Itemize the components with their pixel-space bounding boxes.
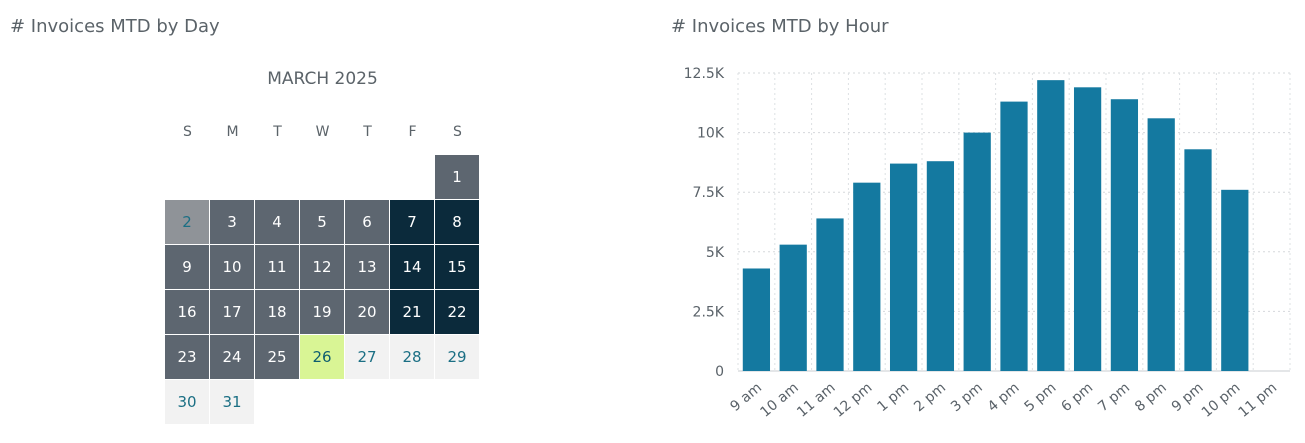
- x-tick-label: 6 pm: [1058, 380, 1096, 415]
- bar-12-pm[interactable]: [853, 182, 881, 371]
- bar-4-pm[interactable]: [1000, 101, 1028, 371]
- calendar-day-21[interactable]: 21: [390, 290, 434, 334]
- y-tick-label: 2.5K: [693, 304, 725, 320]
- y-tick-label: 0: [715, 364, 724, 380]
- calendar-day-18[interactable]: 18: [255, 290, 299, 334]
- x-tick-label: 12 pm: [831, 380, 876, 421]
- calendar-day-28[interactable]: 28: [390, 335, 434, 379]
- calendar-month-label: MARCH 2025: [267, 69, 378, 89]
- calendar-day-9[interactable]: 9: [165, 245, 209, 289]
- bar-11-am[interactable]: [816, 218, 844, 371]
- calendar-day-24[interactable]: 24: [210, 335, 254, 379]
- calendar-day-7[interactable]: 7: [390, 200, 434, 244]
- bar-8-pm[interactable]: [1147, 118, 1175, 371]
- calendar-day-29[interactable]: 29: [435, 335, 479, 379]
- calendar-day-12[interactable]: 12: [300, 245, 344, 289]
- bar-6-pm[interactable]: [1073, 87, 1102, 371]
- x-tick-label: 2 pm: [911, 380, 949, 415]
- calendar-day-1[interactable]: 1: [435, 155, 479, 199]
- bar-5-pm[interactable]: [1037, 80, 1065, 371]
- calendar-day-25[interactable]: 25: [255, 335, 299, 379]
- bar-9-pm[interactable]: [1184, 149, 1212, 371]
- y-tick-label: 7.5K: [693, 185, 725, 201]
- bar-10-am[interactable]: [779, 244, 807, 371]
- calendar-day-22[interactable]: 22: [435, 290, 479, 334]
- x-tick-label: 7 pm: [1095, 380, 1133, 415]
- calendar-day-19[interactable]: 19: [300, 290, 344, 334]
- bar-3-pm[interactable]: [963, 132, 991, 371]
- calendar-day-10[interactable]: 10: [210, 245, 254, 289]
- calendar-day-6[interactable]: 6: [345, 200, 389, 244]
- x-tick-label: 10 pm: [1199, 380, 1244, 421]
- calendar-day-5[interactable]: 5: [300, 200, 344, 244]
- calendar-day-20[interactable]: 20: [345, 290, 389, 334]
- calendar-day-13[interactable]: 13: [345, 245, 389, 289]
- calendar-day-3[interactable]: 3: [210, 200, 254, 244]
- weekday-label: T: [273, 124, 282, 140]
- calendar-panel-title: # Invoices MTD by Day: [10, 16, 220, 37]
- weekday-label: S: [453, 124, 462, 140]
- bar-9-am[interactable]: [742, 268, 771, 371]
- calendar-day-17[interactable]: 17: [210, 290, 254, 334]
- calendar-day-4[interactable]: 4: [255, 200, 299, 244]
- bar-10-pm[interactable]: [1221, 189, 1249, 371]
- x-tick-label: 8 pm: [1132, 380, 1170, 415]
- calendar-day-15[interactable]: 15: [435, 245, 479, 289]
- x-tick-label: 11 pm: [1236, 380, 1281, 421]
- x-tick-label: 1 pm: [874, 380, 912, 415]
- calendar-day-30[interactable]: 30: [165, 380, 209, 424]
- calendar-day-11[interactable]: 11: [255, 245, 299, 289]
- calendar-day-16[interactable]: 16: [165, 290, 209, 334]
- bar-7-pm[interactable]: [1110, 99, 1139, 371]
- x-tick-label: 4 pm: [985, 380, 1023, 415]
- calendar-day-27[interactable]: 27: [345, 335, 389, 379]
- y-axis-ticks: 0 2.5K 5K 7.5K 10K 12.5K: [684, 66, 725, 380]
- weekday-label: W: [315, 124, 330, 140]
- x-tick-label: 5 pm: [1022, 380, 1060, 415]
- weekday-label: S: [183, 124, 192, 140]
- weekday-label: M: [226, 124, 239, 140]
- y-tick-label: 12.5K: [684, 66, 725, 82]
- y-tick-label: 10K: [697, 126, 725, 142]
- calendar-day-31[interactable]: 31: [210, 380, 254, 424]
- calendar-day-14[interactable]: 14: [390, 245, 434, 289]
- chart-bars: [742, 80, 1249, 371]
- calendar-day-23[interactable]: 23: [165, 335, 209, 379]
- y-tick-label: 5K: [706, 245, 725, 261]
- bar-2-pm[interactable]: [926, 161, 955, 371]
- bar-1-pm[interactable]: [889, 163, 918, 371]
- weekday-label: F: [408, 124, 417, 140]
- calendar-day-8[interactable]: 8: [435, 200, 479, 244]
- weekday-label: T: [363, 124, 372, 140]
- calendar-day-26[interactable]: 26: [300, 335, 344, 379]
- x-tick-label: 11 am: [794, 380, 838, 421]
- calendar-day-2[interactable]: 2: [165, 200, 209, 244]
- x-tick-label: 10 am: [757, 380, 801, 421]
- hour-chart-panel-title: # Invoices MTD by Hour: [671, 16, 889, 37]
- x-tick-label: 3 pm: [948, 380, 986, 415]
